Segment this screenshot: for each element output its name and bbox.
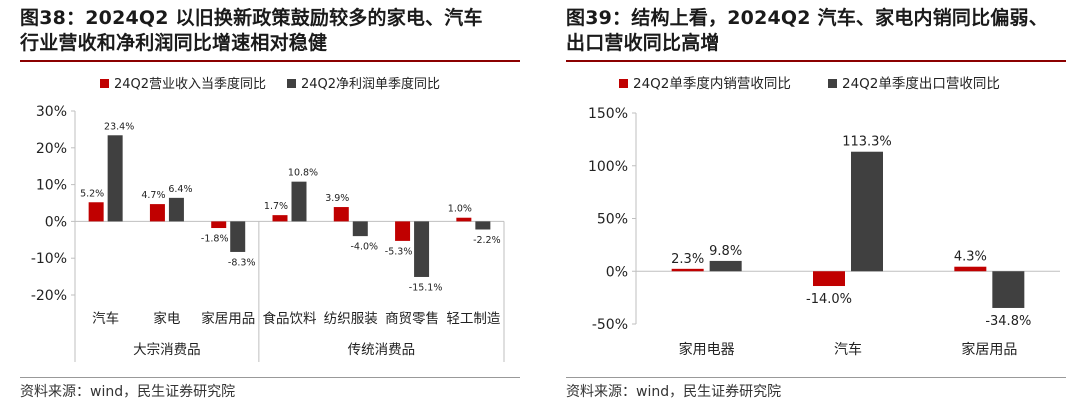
fig38-bar-1-3 — [291, 181, 307, 222]
fig39-bar-0-2 — [954, 266, 987, 272]
fig39-y-tick-label-2: 50% — [597, 212, 628, 228]
fig38-data-label-1-3: 10.8% — [288, 168, 318, 179]
fig39-data-label-0-0: 2.3% — [671, 252, 704, 267]
fig38-bar-1-1 — [168, 197, 184, 222]
fig39-legend-label-1: 24Q2单季度出口营收同比 — [842, 76, 1000, 92]
figure-39-source: 资料来源：wind，民生证券研究院 — [566, 384, 782, 400]
figure-38-bar-chart: 24Q2营业收入当季度同比 24Q2净利润单季度同比 -20% -10% 0% 10% 20… — [31, 76, 505, 362]
figure-39-source-rule — [566, 377, 1066, 378]
fig38-category-label-6: 轻工制造 — [446, 311, 500, 327]
fig38-legend-swatch-0 — [100, 79, 109, 88]
fig38-bar-1-2 — [230, 221, 246, 252]
fig38-bar-1-5 — [414, 221, 430, 277]
figure-38-title-line-1: 图38：2024Q2 以旧换新政策鼓励较多的家电、汽车 — [20, 7, 483, 29]
fig39-data-label-0-1: -14.0% — [806, 292, 852, 307]
figure-38-panel: 图38：2024Q2 以旧换新政策鼓励较多的家电、汽车 行业营收和净利润同比增速… — [14, 0, 522, 408]
figure-39-title-rule — [566, 60, 1066, 62]
fig38-bar-0-3 — [272, 215, 288, 222]
fig38-data-label-1-4: -4.0% — [350, 242, 378, 253]
fig38-category-label-4: 纺织服装 — [324, 311, 378, 327]
figure-39-bar-chart: 24Q2单季度内销营收同比 24Q2单季度出口营收同比 -50% 0% 50% 100% 1… — [588, 76, 1060, 358]
fig39-y-tick-label-0: -50% — [592, 317, 628, 333]
figure-39-title-line-2: 出口营收同比高增 — [566, 32, 720, 54]
fig39-bar-1-0 — [709, 260, 742, 272]
fig38-category-label-0: 汽车 — [92, 310, 119, 327]
fig38-bar-0-1 — [149, 204, 165, 222]
fig38-data-label-1-0: 23.4% — [104, 121, 134, 132]
fig38-legend-label-1: 24Q2净利润单季度同比 — [301, 76, 440, 92]
fig38-data-label-1-5: -15.1% — [409, 282, 443, 293]
fig39-y-tick-label-3: 100% — [588, 159, 628, 175]
fig39-y-tick-label-4: 150% — [588, 106, 628, 122]
fig38-y-tick-label-5: 30% — [36, 104, 67, 120]
fig38-data-label-1-2: -8.3% — [228, 257, 256, 268]
fig39-data-label-1-1: 113.3% — [842, 135, 892, 150]
fig38-data-label-1-6: -2.2% — [473, 235, 501, 246]
fig38-bar-1-6 — [475, 221, 491, 230]
fig38-bar-1-4 — [352, 221, 368, 237]
figure-38-source: 资料来源：wind，民生证券研究院 — [20, 384, 236, 400]
fig39-bar-1-2 — [992, 271, 1025, 308]
fig38-data-label-0-1: 4.7% — [141, 190, 165, 201]
fig38-data-label-0-5: -5.3% — [385, 246, 413, 257]
fig39-data-label-1-2: -34.8% — [985, 314, 1031, 329]
fig39-bar-0-0 — [671, 268, 704, 272]
figure-38-title: 图38：2024Q2 以旧换新政策鼓励较多的家电、汽车 行业营收和净利润同比增速… — [20, 6, 520, 56]
fig39-legend-swatch-0 — [619, 79, 628, 88]
fig38-data-label-0-0: 5.2% — [80, 188, 104, 199]
fig38-legend-swatch-1 — [287, 79, 296, 88]
fig38-bar-0-5 — [395, 221, 411, 241]
figure-39-title: 图39：结构上看，2024Q2 汽车、家电内销同比偏弱、 出口营收同比高增 — [566, 6, 1066, 56]
fig38-bar-0-4 — [333, 207, 349, 222]
fig39-y-tick-label-1: 0% — [606, 264, 628, 280]
figure-39-panel: 图39：结构上看，2024Q2 汽车、家电内销同比偏弱、 出口营收同比高增 24… — [560, 0, 1068, 408]
fig39-category-label-1: 汽车 — [834, 341, 862, 358]
fig38-y-tick-label-0: -20% — [31, 288, 67, 304]
fig38-category-label-1: 家电 — [153, 310, 180, 327]
fig38-data-label-0-2: -1.8% — [201, 234, 229, 245]
fig38-y-tick-label-1: -10% — [31, 251, 67, 267]
fig38-group-label-1: 传统消费品 — [348, 342, 416, 358]
fig39-legend-label-0: 24Q2单季度内销营收同比 — [633, 76, 791, 92]
fig38-legend-label-0: 24Q2营业收入当季度同比 — [114, 76, 266, 92]
fig38-bar-1-0 — [107, 135, 123, 222]
fig38-bar-0-2 — [211, 221, 227, 229]
fig38-y-tick-label-2: 0% — [45, 214, 67, 230]
fig38-bar-0-0 — [88, 202, 104, 222]
fig39-data-label-1-0: 9.8% — [709, 244, 742, 259]
fig38-category-label-5: 商贸零售 — [385, 311, 439, 327]
fig38-category-label-3: 食品饮料 — [263, 310, 317, 327]
fig38-y-tick-label-3: 10% — [36, 178, 67, 194]
fig39-category-label-2: 家居用品 — [961, 341, 1017, 358]
figure-38-title-rule — [20, 60, 520, 62]
fig39-data-label-0-2: 4.3% — [954, 250, 987, 265]
figure-38-title-line-2: 行业营收和净利润同比增速相对稳健 — [20, 32, 328, 54]
fig39-category-label-0: 家用电器 — [679, 341, 735, 358]
fig39-legend-swatch-1 — [828, 79, 837, 88]
figure-39-title-line-1: 图39：结构上看，2024Q2 汽车、家电内销同比偏弱、 — [566, 7, 1048, 29]
fig38-data-label-0-3: 1.7% — [264, 201, 288, 212]
fig38-group-label-0: 大宗消费品 — [133, 342, 201, 358]
fig38-category-label-2: 家居用品 — [201, 310, 255, 327]
fig39-bar-1-1 — [851, 151, 883, 272]
fig38-data-label-1-1: 6.4% — [168, 184, 192, 195]
fig38-bar-0-6 — [456, 217, 472, 222]
fig39-bar-0-1 — [813, 271, 845, 287]
fig38-y-tick-label-4: 20% — [36, 141, 67, 157]
fig38-data-label-0-4: 3.9% — [325, 193, 349, 204]
figure-38-source-rule — [20, 377, 520, 378]
fig38-data-label-0-6: 1.0% — [448, 204, 472, 215]
